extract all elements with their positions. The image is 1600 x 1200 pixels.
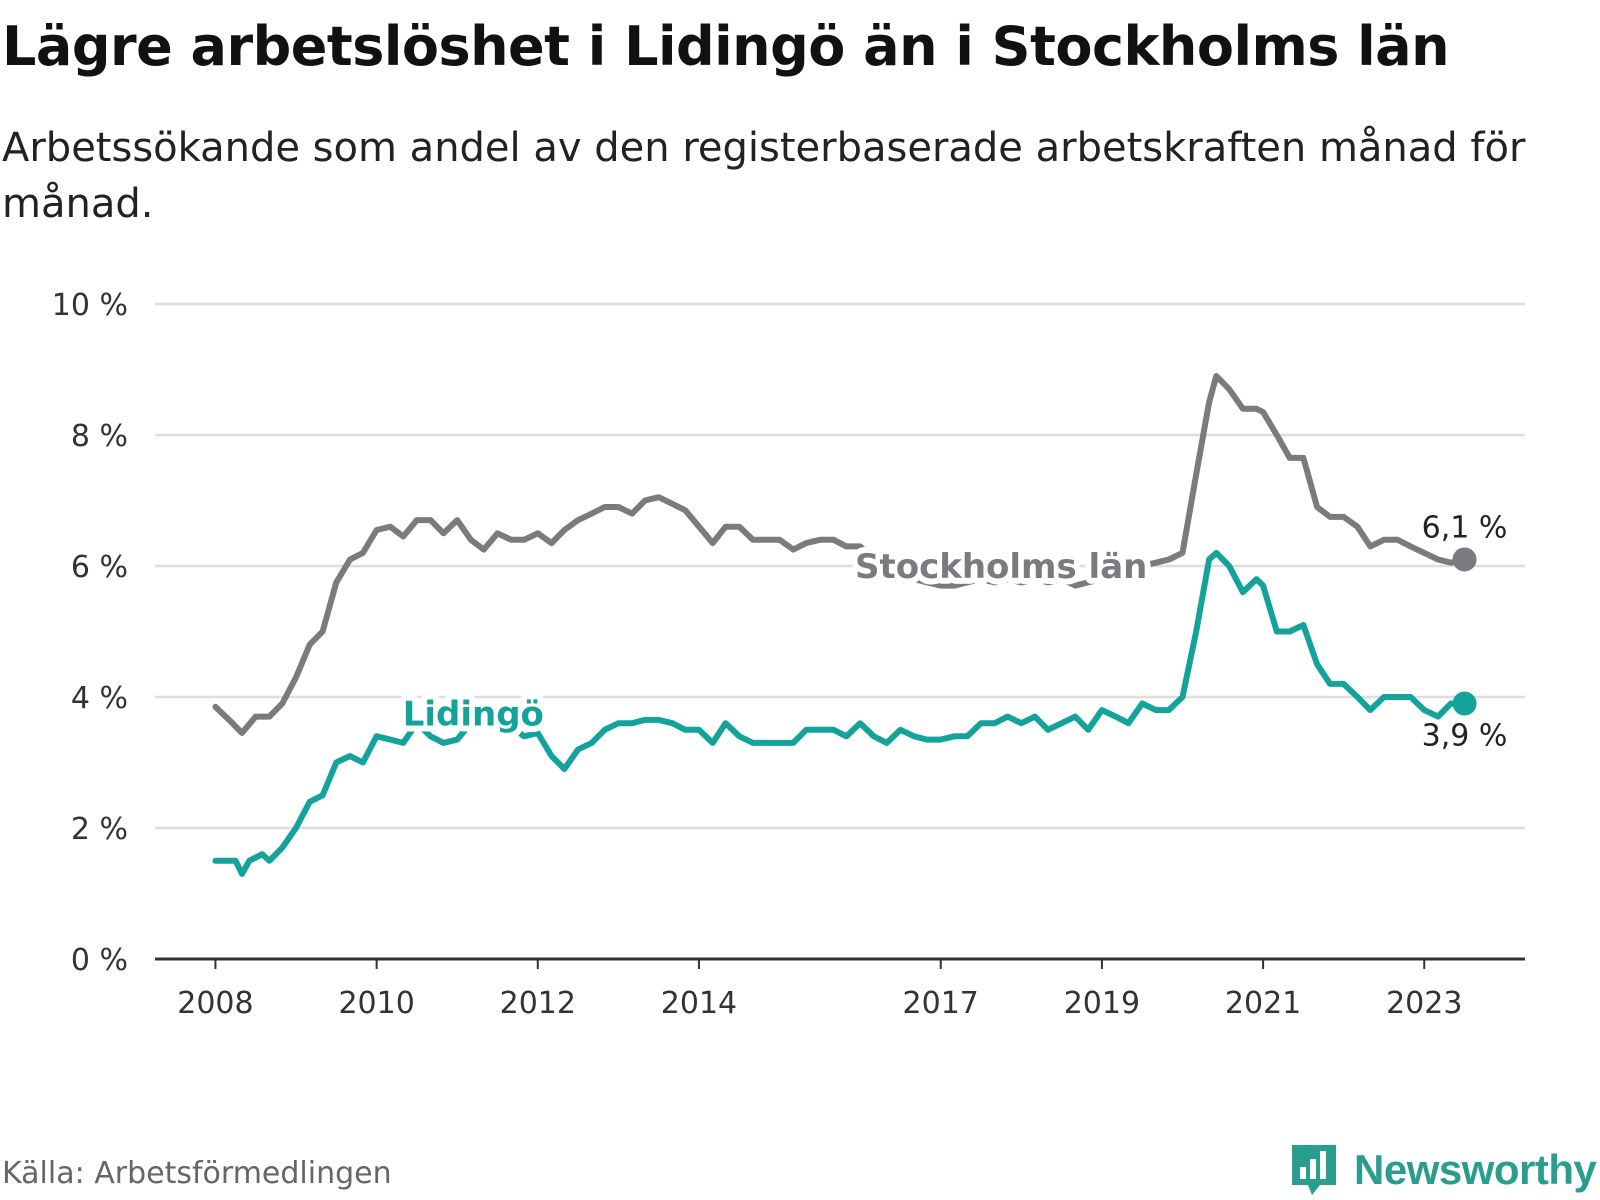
series-label-lidingo: Lidingö	[403, 694, 544, 734]
series-label-stockholm: Stockholms län	[855, 547, 1147, 587]
brand-name: Newsworthy	[1354, 1146, 1597, 1193]
series-line-lidingo	[212, 549, 1468, 877]
y-tick-label: 10 %	[52, 288, 128, 323]
y-axis-ticks: 0 % 2 % 4 % 6 % 8 % 10 %	[52, 288, 128, 978]
series-line-stockholm	[212, 373, 1468, 736]
y-tick-label: 4 %	[71, 681, 128, 716]
series-label-halo: Stockholms län	[855, 547, 1147, 587]
x-tick-label: 2010	[338, 986, 414, 1021]
gridlines	[155, 302, 1525, 830]
x-tick-label: 2014	[661, 986, 737, 1021]
y-tick-label: 6 %	[71, 550, 128, 585]
logo-chart-icon	[1292, 1145, 1336, 1195]
x-tick-label: 2008	[177, 986, 253, 1021]
x-tick-label: 2012	[500, 986, 576, 1021]
series-label-halo: Lidingö	[403, 694, 544, 734]
series-lines	[212, 373, 1468, 877]
end-label-stockholm: 6,1 %	[1422, 510, 1508, 545]
line-chart: 0 % 2 % 4 % 6 % 8 % 10 % 2008 2010 2012 2014 2017…	[52, 288, 1525, 1021]
x-axis: 2008 2010 2012 2014 2017 2019 2021 2023	[155, 957, 1525, 1021]
source-note: Källa: Arbetsförmedlingen	[2, 1156, 392, 1191]
chart-title: Lägre arbetslöshet i Lidingö än i Stockh…	[2, 15, 1450, 78]
x-tick-label: 2017	[903, 986, 979, 1021]
y-tick-label: 0 %	[71, 943, 128, 978]
y-tick-label: 2 %	[71, 812, 128, 847]
x-tick-label: 2023	[1386, 986, 1462, 1021]
end-marker-stockholm	[1452, 547, 1477, 572]
y-tick-label: 8 %	[71, 419, 128, 454]
x-tick-label: 2021	[1225, 986, 1301, 1021]
end-label-lidingo: 3,9 %	[1422, 719, 1508, 754]
x-tick-label: 2019	[1064, 986, 1140, 1021]
chart-subtitle: Arbetssökande som andel av den registerb…	[2, 125, 1526, 227]
newsworthy-logo[interactable]: Newsworthy	[1288, 1140, 1597, 1200]
end-marker-lidingo	[1452, 691, 1477, 716]
